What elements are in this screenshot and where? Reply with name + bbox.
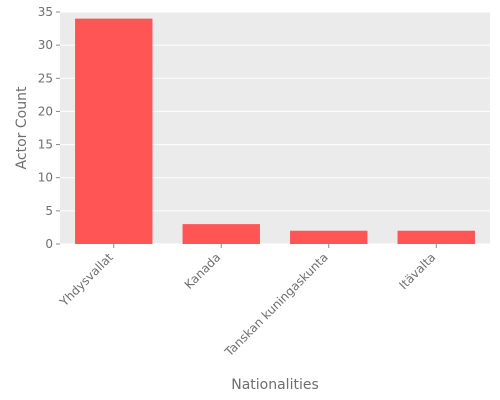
x-tick-label: Kanada [182, 250, 224, 292]
x-tick-label: Itävalta [396, 250, 438, 292]
y-tick-label: 5 [45, 204, 53, 218]
x-tick-label: Yhdysvallat [56, 250, 116, 310]
x-axis-label: Nationalities [231, 377, 319, 393]
y-axis-label: Actor Count [14, 86, 30, 169]
y-tick-label: 10 [38, 171, 53, 185]
y-tick-label: 15 [38, 138, 53, 152]
x-tick-label: Tanskan kuningaskunta [221, 250, 331, 360]
y-axis-ticks: 0 5 10 15 20 25 30 35 [38, 5, 60, 251]
bar [290, 230, 368, 244]
bars [75, 18, 475, 244]
y-tick-label: 25 [38, 71, 53, 85]
bar [75, 18, 153, 244]
bar [397, 230, 475, 244]
y-tick-label: 0 [45, 237, 53, 251]
bar [182, 224, 260, 244]
y-tick-label: 30 [38, 38, 53, 52]
y-tick-label: 35 [38, 5, 53, 19]
y-tick-label: 20 [38, 104, 53, 118]
